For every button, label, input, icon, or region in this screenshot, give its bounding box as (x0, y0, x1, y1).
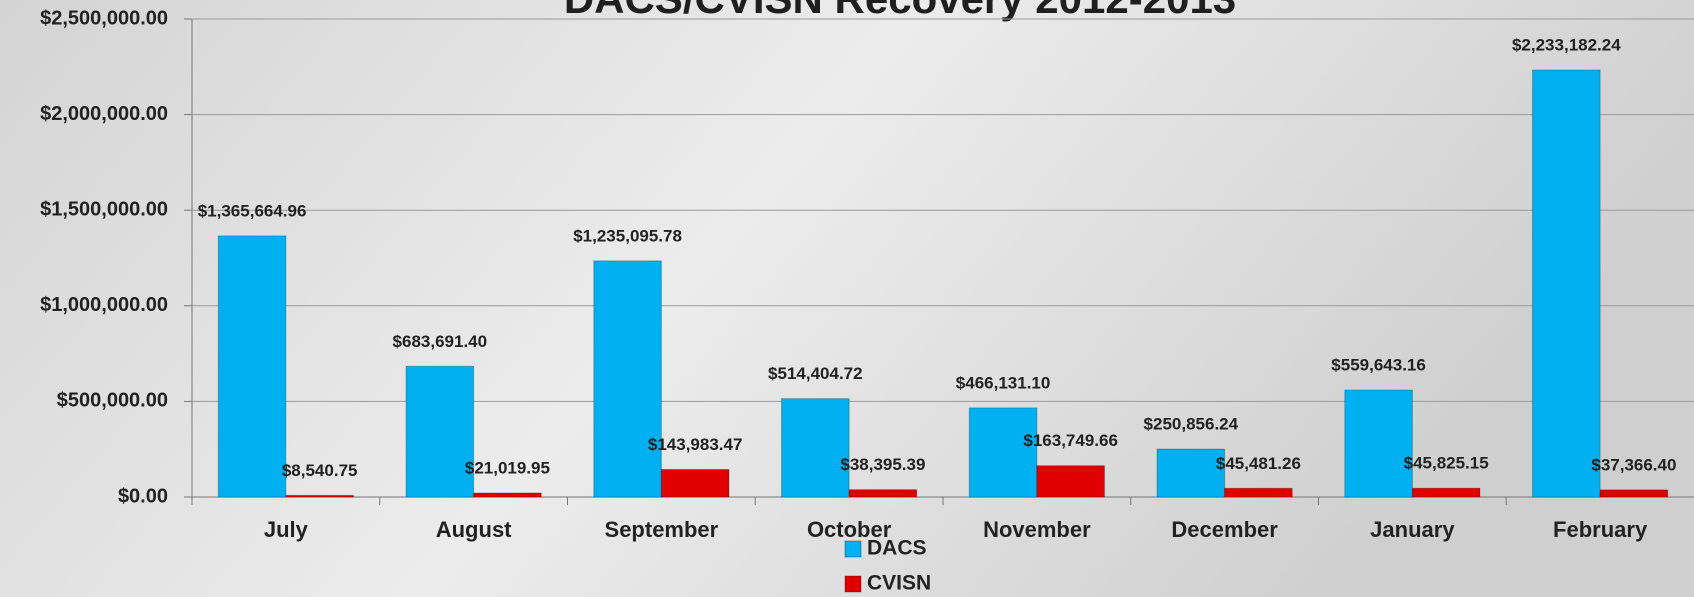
bar (217, 235, 287, 498)
y-tick-label: $1,500,000.00 (40, 198, 168, 220)
data-label: $250,856.24 (1144, 415, 1239, 434)
legend-label: DACS (867, 537, 927, 560)
data-label: $143,983.47 (648, 435, 743, 454)
legend-swatch (844, 575, 862, 593)
bar (1411, 487, 1481, 498)
bar (781, 398, 850, 498)
legend-label: CVISN (867, 572, 931, 595)
bar (285, 494, 354, 498)
data-label: $38,395.39 (840, 455, 925, 474)
legend-swatch (844, 540, 862, 558)
bar (660, 468, 730, 498)
data-label: $37,366.40 (1591, 455, 1676, 474)
x-tick-label: July (264, 517, 309, 542)
data-label: $45,481.26 (1216, 454, 1301, 473)
y-tick-label: $2,000,000.00 (40, 103, 168, 125)
data-label: $1,235,095.78 (573, 226, 682, 245)
data-label: $683,691.40 (393, 332, 488, 351)
bar (1036, 465, 1105, 498)
bar (848, 489, 918, 498)
bar (1224, 487, 1293, 498)
data-label: $163,749.66 (1023, 431, 1118, 450)
bar (1532, 69, 1601, 498)
chart-title: DACS/CVISN Recovery 2012-2013 (564, 0, 1236, 22)
bar (1156, 448, 1226, 498)
x-tick-label: January (1370, 517, 1455, 542)
y-tick-label: $500,000.00 (57, 390, 168, 412)
x-tick-label: August (436, 517, 512, 542)
x-tick-label: September (605, 517, 719, 542)
y-tick-label: $1,000,000.00 (40, 294, 168, 316)
bar (968, 407, 1038, 498)
data-label: $45,825.15 (1404, 454, 1489, 473)
x-tick-label: February (1553, 517, 1648, 542)
data-label: $21,019.95 (465, 458, 550, 477)
bar (1599, 489, 1669, 498)
x-tick-label: November (983, 517, 1091, 542)
data-label: $1,365,664.96 (198, 201, 307, 220)
data-label: $8,540.75 (282, 461, 358, 480)
bar (473, 492, 542, 498)
bar (1344, 389, 1413, 498)
data-label: $466,131.10 (956, 373, 1051, 392)
x-tick-label: December (1171, 517, 1278, 542)
bar (405, 365, 475, 498)
data-label: $559,643.16 (1331, 355, 1426, 374)
x-tick-label: October (807, 517, 892, 542)
data-label: $514,404.72 (768, 364, 863, 383)
data-label: $2,233,182.24 (1512, 35, 1621, 54)
y-tick-label: $0.00 (118, 485, 168, 507)
y-tick-label: $2,500,000.00 (40, 7, 168, 29)
bar (593, 260, 662, 498)
